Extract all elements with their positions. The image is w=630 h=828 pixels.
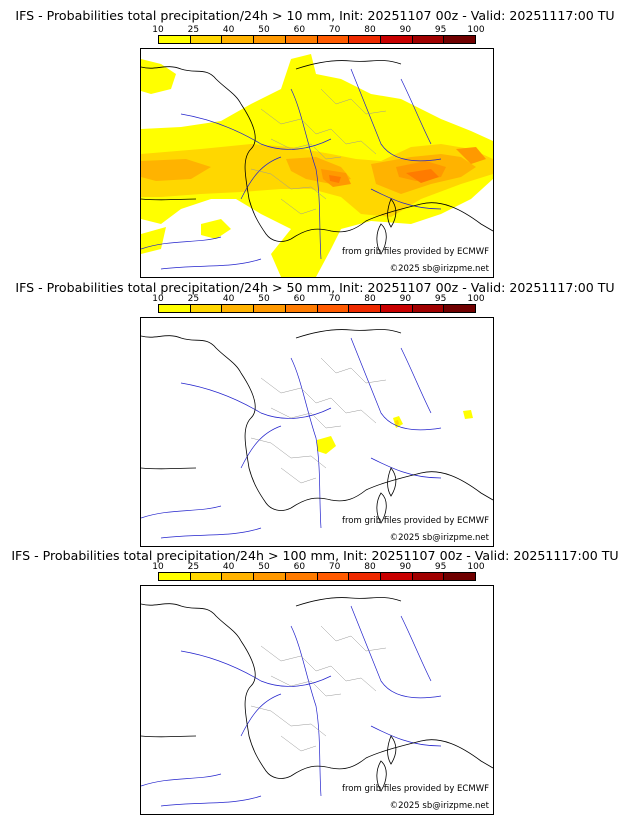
admin-borders [250,625,387,752]
credit-copyright: ©2025 sb@irizpme.net [389,533,489,543]
colorbar-swatch [380,573,413,580]
colorbar-swatch [285,36,318,43]
colorbar-swatch [349,305,381,312]
colorbar-swatch [285,573,318,580]
credit-grib: from grib files provided by ECMWF [342,247,489,257]
colorbar-swatch [285,305,318,312]
colorbar-swatch [412,305,445,312]
colorbar-tick-label: 95 [434,25,447,35]
colorbar-labels: 10 25 40 50 60 70 80 90 95 100 [152,294,484,304]
colorbar-tick-label: 95 [434,562,447,572]
colorbar-swatch [190,573,223,580]
colorbar-swatch [380,305,413,312]
colorbar-swatch [159,36,191,43]
colorbar-tick-label: 60 [293,562,306,572]
coastlines [141,597,493,792]
colorbar-tick-label: 100 [467,562,485,572]
colorbar-swatch [444,573,476,580]
colorbar-swatch [222,305,255,312]
colorbar-tick-label: 90 [399,562,412,572]
colorbar-swatch [254,36,286,43]
colorbar-tick-label: 100 [467,25,485,35]
colorbar-tick-label: 70 [328,25,341,35]
colorbar-swatch [317,573,350,580]
map-svg [141,54,493,277]
colorbar-tick-label: 80 [364,562,376,572]
colorbar-swatch [349,36,381,43]
credit-grib: from grib files provided by ECMWF [342,784,489,794]
colorbar: 10 25 40 50 60 70 80 90 95 100 [152,562,485,584]
panel-2: IFS - Probabilities total precipitation/… [0,280,630,548]
colorbar-swatch [380,36,413,43]
colorbar-tick-label: 10 [152,25,164,35]
colorbar-swatch [159,305,191,312]
coastlines [141,60,493,255]
colorbar-labels: 10 25 40 50 60 70 80 90 95 100 [152,562,484,572]
panel-1: IFS - Probabilities total precipitation/… [0,8,630,280]
credit-copyright: ©2025 sb@irizpme.net [389,801,489,811]
colorbar-swatch [222,573,255,580]
colorbar-tick-label: 70 [328,562,341,572]
colorbar-tick-label: 25 [187,562,200,572]
colorbar: 10 25 40 50 60 70 80 90 95 100 [152,294,485,316]
colorbar-tick-label: 70 [328,294,341,304]
colorbar-swatch [412,573,445,580]
colorbar-tick-label: 100 [467,294,485,304]
panel-title: IFS - Probabilities total precipitation/… [15,280,615,295]
colorbar-tick-label: 25 [187,25,200,35]
colorbar-swatches [158,304,476,313]
probability-map: from grib files provided by ECMWF ©2025 … [140,585,494,815]
map-svg [141,597,493,807]
panel-3: IFS - Probabilities total precipitation/… [0,548,630,826]
colorbar-tick-label: 90 [399,25,412,35]
colorbar-tick-label: 10 [152,294,164,304]
colorbar-tick-label: 25 [187,294,200,304]
colorbar-tick-label: 60 [293,294,306,304]
colorbar-swatch [444,36,476,43]
colorbar-labels: 10 25 40 50 60 70 80 90 95 100 [152,25,484,35]
colorbar-tick-label: 80 [364,294,376,304]
colorbar-tick-label: 40 [222,25,235,35]
colorbar-tick-label: 95 [434,294,447,304]
colorbar-swatch [159,573,191,580]
colorbar-swatch [349,573,381,580]
colorbar-tick-label: 50 [258,294,270,304]
admin-borders [250,88,387,215]
admin-borders [250,357,387,484]
colorbar-swatches [158,35,476,44]
colorbar-tick-label: 40 [222,562,235,572]
prob-field-10 [317,410,473,454]
credit-copyright: ©2025 sb@irizpme.net [389,264,489,274]
colorbar-swatch [317,36,350,43]
panel-title: IFS - Probabilities total precipitation/… [15,8,615,23]
prob-field-70 [329,169,439,183]
rivers [141,337,442,539]
rivers [141,605,442,807]
credit-grib: from grib files provided by ECMWF [342,516,489,526]
colorbar: 10 25 40 50 60 70 80 90 95 100 [152,25,485,47]
colorbar-swatch [317,305,350,312]
colorbar-swatch [254,573,286,580]
rivers [141,68,442,270]
colorbar-swatch [190,36,223,43]
colorbar-tick-label: 10 [152,562,164,572]
colorbar-swatch [412,36,445,43]
coastlines [141,329,493,524]
panel-title: IFS - Probabilities total precipitation/… [11,548,619,563]
probability-map: from grib files provided by ECMWF ©2025 … [140,48,494,278]
colorbar-tick-label: 60 [293,25,306,35]
colorbar-tick-label: 80 [364,25,376,35]
map-svg [141,329,493,539]
colorbar-tick-label: 50 [258,562,270,572]
colorbar-swatch [190,305,223,312]
colorbar-swatch [254,305,286,312]
colorbar-swatch [444,305,476,312]
colorbar-swatch [222,36,255,43]
prob-field-25 [395,420,399,425]
probability-map: from grib files provided by ECMWF ©2025 … [140,317,494,547]
colorbar-tick-label: 40 [222,294,235,304]
colorbar-tick-label: 50 [258,25,270,35]
colorbar-tick-label: 90 [399,294,412,304]
colorbar-swatches [158,572,476,581]
